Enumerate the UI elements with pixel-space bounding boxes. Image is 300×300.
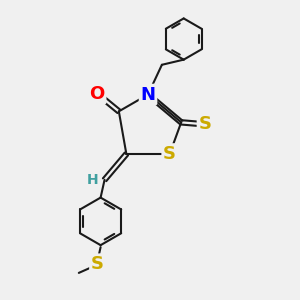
Text: H: H <box>87 173 98 187</box>
Text: N: N <box>140 85 155 103</box>
Text: S: S <box>91 255 104 273</box>
Text: O: O <box>89 85 105 103</box>
Text: S: S <box>163 145 176 163</box>
Text: S: S <box>199 115 212 133</box>
